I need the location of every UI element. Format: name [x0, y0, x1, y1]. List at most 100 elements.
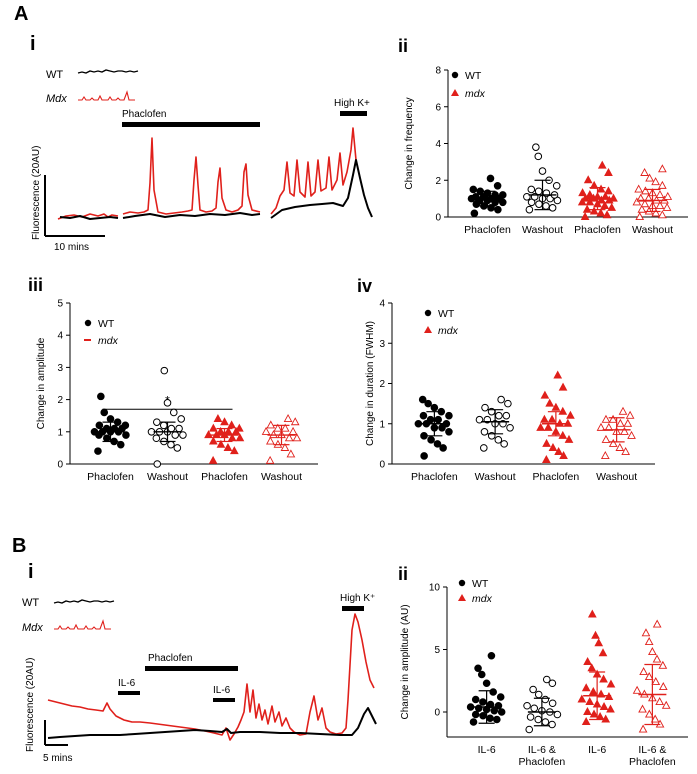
data-point-circle — [525, 205, 534, 214]
x-tick-label-line: Phaclofen — [411, 471, 458, 483]
trace-b-x-scale-label: 5 mins — [43, 753, 72, 764]
y-axis-label: Change in frequency — [404, 97, 415, 189]
data-point-triangle — [273, 439, 283, 448]
x-tick-label-line: Phaclofen — [201, 471, 248, 483]
data-point-triangle — [623, 418, 633, 427]
legend-label: mdx — [465, 88, 486, 100]
data-point-triangle — [542, 438, 551, 447]
legend-marker-circle — [424, 309, 432, 317]
trace-panel-b: WT Mdx IL-6 Phaclofen IL-6 High K⁺ Fluor… — [22, 593, 377, 764]
x-tick-label-line: Washout — [475, 471, 516, 483]
data-point-triangle — [208, 455, 218, 464]
legend-label: mdx — [98, 335, 119, 347]
data-point-triangle — [641, 186, 650, 195]
data-point-circle — [424, 399, 432, 408]
x-tick-label: IL-6 & Phaclofen — [519, 744, 566, 768]
trace-b-il6-bar-2 — [213, 698, 235, 702]
data-point-circle — [106, 415, 115, 423]
data-point-triangle — [601, 414, 611, 423]
data-point-triangle — [657, 210, 667, 219]
data-point-circle — [500, 440, 508, 448]
data-point-triangle — [663, 191, 673, 200]
trace-a-phaclofen-label: Phaclofen — [122, 109, 166, 120]
legend-label: WT — [98, 318, 115, 330]
data-point-triangle — [635, 212, 645, 221]
data-point-triangle — [644, 672, 654, 681]
data-point-triangle — [618, 406, 628, 415]
data-point-triangle — [564, 434, 574, 443]
x-tick-label: IL-6 — [588, 744, 606, 756]
trace-a-highk-bar — [340, 111, 367, 116]
data-point-circle — [471, 695, 480, 704]
trace-a-legend-wt: WT — [46, 69, 63, 81]
data-point-triangle — [548, 442, 558, 451]
trace-b-legend-wt-line — [53, 599, 115, 604]
data-point-triangle — [599, 702, 609, 711]
data-point-triangle — [585, 190, 595, 198]
data-point-triangle — [601, 714, 611, 723]
data-point-triangle — [625, 410, 635, 419]
data-point-triangle — [540, 414, 549, 423]
data-point-triangle — [648, 647, 657, 656]
data-point-circle — [173, 444, 182, 452]
data-point-triangle — [213, 413, 223, 422]
data-point-circle — [474, 664, 482, 673]
data-point-circle — [175, 424, 183, 433]
data-point-circle — [434, 415, 442, 424]
data-point-circle — [489, 688, 497, 696]
trace-b-wt-line — [47, 707, 377, 739]
panel-label-b: B — [12, 535, 26, 557]
data-point-triangle — [627, 430, 636, 439]
trace-b-y-scale-label: Fluorescence (20AU) — [25, 658, 36, 752]
data-point-triangle — [597, 160, 607, 169]
y-tick-label: 0 — [435, 213, 441, 224]
trace-b-mdx-line — [47, 613, 375, 741]
data-point-circle — [530, 704, 539, 713]
data-point-circle — [482, 679, 491, 688]
scatter-chart-a-iii: 0 1 2 3 4 5 Change in amplitude Phaclofen Washou… — [36, 299, 318, 483]
data-point-circle — [474, 704, 483, 713]
legend-marker-triangle — [451, 89, 459, 96]
data-point-triangle — [638, 704, 647, 713]
data-point-circle — [486, 174, 495, 183]
data-point-circle — [497, 708, 506, 716]
x-tick-label: Phaclofen — [411, 471, 458, 483]
data-point-triangle — [577, 694, 587, 703]
trace-b-il6-label-1: IL-6 — [118, 678, 136, 689]
x-tick-label-line: IL-6 — [478, 744, 496, 756]
data-point-circle — [504, 399, 512, 408]
data-point-triangle — [657, 180, 667, 189]
data-point-triangle — [558, 430, 568, 439]
data-point-circle — [471, 710, 480, 719]
data-point-triangle — [608, 438, 618, 447]
data-point-triangle — [655, 201, 665, 210]
subpanel-label-b-i: i — [28, 561, 34, 583]
data-point-triangle — [636, 193, 646, 202]
data-point-triangle — [558, 406, 568, 415]
data-point-triangle — [596, 184, 606, 193]
trace-a-phaclofen-bar — [122, 122, 260, 127]
data-point-triangle — [209, 423, 218, 432]
data-point-triangle — [234, 423, 244, 432]
data-point-circle — [121, 421, 130, 430]
y-tick-label: 4 — [379, 299, 385, 310]
y-tick-label: 2 — [435, 176, 441, 187]
data-point-triangle — [640, 199, 650, 208]
subpanel-label-a-iii: iii — [28, 275, 43, 295]
data-point-triangle — [661, 700, 671, 709]
x-tick-label-line: Washout — [596, 471, 637, 483]
x-tick-label-line: Phaclofen — [533, 471, 580, 483]
y-tick-label: 2 — [379, 379, 385, 390]
data-point-triangle — [583, 175, 593, 184]
data-point-triangle — [587, 609, 597, 618]
trace-b-phaclofen-bar — [145, 666, 238, 671]
data-point-circle — [552, 181, 561, 190]
data-point-triangle — [589, 709, 599, 718]
data-point-circle — [548, 204, 557, 212]
data-point-circle — [526, 713, 535, 721]
x-tick-label-line: Washout — [632, 224, 673, 236]
x-tick-label: Washout — [522, 224, 563, 236]
data-point-triangle — [658, 660, 668, 669]
y-tick-label: 1 — [57, 427, 63, 438]
